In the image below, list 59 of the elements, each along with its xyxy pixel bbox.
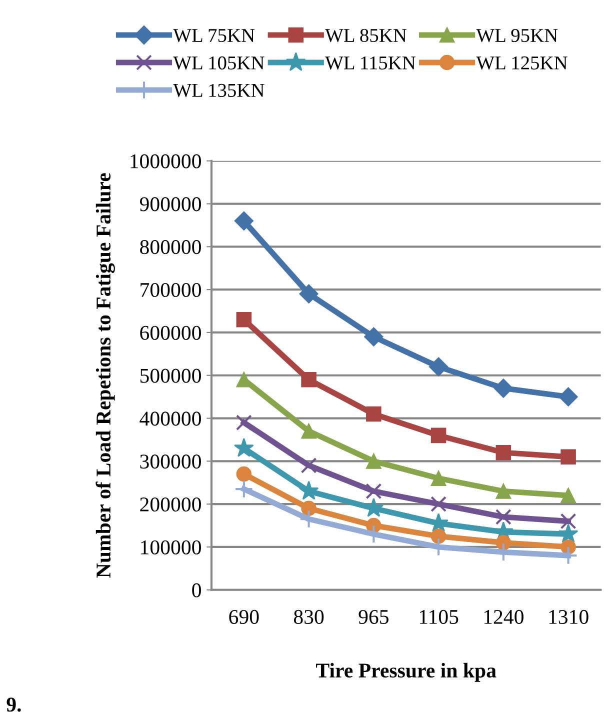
y-tick-label: 900000	[140, 197, 201, 212]
legend-label: WL 85KN	[325, 28, 407, 42]
text: 9.	[6, 698, 21, 712]
point	[234, 480, 254, 498]
point	[430, 496, 447, 512]
point	[430, 428, 446, 444]
y-tick-label: 400000	[140, 412, 201, 426]
point	[558, 387, 578, 406]
y-tick-label: 0	[192, 583, 201, 598]
point	[364, 327, 384, 346]
y-tick-label: 800000	[140, 240, 201, 254]
point	[430, 528, 446, 544]
y-tick-label: 700000	[140, 282, 201, 298]
point	[495, 508, 512, 525]
y-tick-label: 600000	[140, 326, 201, 340]
point	[299, 510, 318, 528]
legend-label: WL 135KN	[173, 84, 264, 98]
y-tick-label: 1000000	[130, 154, 201, 168]
legend-label: WL 95KN	[476, 28, 558, 42]
point	[366, 454, 382, 469]
legend-label: WL 125KN	[476, 56, 568, 70]
y-tick-label: 200000	[140, 497, 201, 512]
point	[494, 378, 513, 398]
point	[560, 513, 576, 530]
point	[236, 414, 252, 431]
x-tick-label: 1105	[420, 610, 458, 624]
x-tick-label: 830	[294, 610, 324, 624]
y-axis-title: Number of Load Repetions to Fatigue Failure	[96, 173, 115, 578]
point	[496, 444, 512, 460]
point	[299, 284, 318, 304]
point	[366, 483, 382, 500]
x-tick-label: 1240	[484, 610, 524, 624]
y-tick-label: 500000	[140, 368, 201, 383]
point	[496, 484, 512, 499]
point	[496, 535, 512, 550]
x-tick-label: 1310	[549, 610, 588, 624]
point	[558, 524, 578, 543]
point	[234, 211, 254, 230]
point	[301, 424, 316, 439]
point	[301, 500, 316, 516]
point	[300, 457, 317, 474]
point	[298, 480, 319, 500]
point	[560, 488, 576, 504]
legend-label: WL 115KN	[325, 56, 416, 70]
y-tick-label: 100000	[141, 540, 201, 554]
y-tick-label: 300000	[140, 454, 201, 469]
legend-label: WL 105KN	[173, 56, 264, 70]
point	[430, 470, 446, 486]
point	[236, 466, 252, 482]
point	[366, 406, 382, 422]
x-tick-label: 690	[229, 610, 259, 624]
point	[234, 438, 254, 457]
x-axis-title: Tire Pressure in kpa	[316, 662, 496, 682]
point	[429, 357, 448, 376]
point	[236, 312, 252, 328]
point	[560, 449, 576, 465]
legend-label: WL 75KN	[173, 29, 255, 42]
point	[301, 372, 316, 388]
x-tick-label: 965	[358, 610, 388, 624]
